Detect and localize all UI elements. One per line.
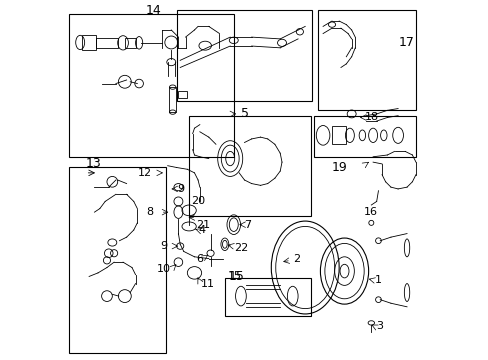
Bar bbox=[69, 14, 233, 157]
Text: 8: 8 bbox=[146, 207, 153, 217]
Text: 6: 6 bbox=[196, 253, 203, 264]
Text: 10: 10 bbox=[157, 264, 171, 274]
Bar bbox=[178, 91, 187, 98]
Text: 5: 5 bbox=[241, 107, 248, 120]
Bar bbox=[169, 87, 176, 112]
Text: 9: 9 bbox=[177, 184, 184, 194]
Text: 14: 14 bbox=[145, 4, 161, 17]
Text: 15: 15 bbox=[228, 270, 244, 283]
Text: 15: 15 bbox=[227, 271, 241, 282]
Text: 3: 3 bbox=[375, 321, 382, 332]
Text: 19: 19 bbox=[331, 161, 347, 174]
Bar bbox=[69, 167, 165, 353]
Bar bbox=[124, 38, 135, 48]
Bar bbox=[313, 116, 415, 157]
Text: 13: 13 bbox=[85, 157, 101, 170]
Text: 12: 12 bbox=[137, 168, 151, 178]
Bar bbox=[189, 116, 310, 216]
Text: 18: 18 bbox=[365, 112, 379, 122]
Text: 16: 16 bbox=[364, 207, 377, 217]
Bar bbox=[176, 10, 312, 102]
Text: 2: 2 bbox=[292, 254, 299, 264]
Text: 20: 20 bbox=[190, 197, 204, 206]
Text: 17: 17 bbox=[398, 36, 413, 49]
Text: 9: 9 bbox=[160, 241, 167, 251]
Bar bbox=[331, 126, 346, 144]
Bar bbox=[96, 38, 118, 48]
Text: 22: 22 bbox=[233, 243, 247, 253]
Text: 1: 1 bbox=[374, 275, 381, 285]
Text: 11: 11 bbox=[201, 279, 215, 289]
Bar bbox=[82, 35, 96, 50]
Bar bbox=[317, 10, 415, 111]
Text: 4: 4 bbox=[198, 225, 205, 235]
Bar bbox=[224, 278, 310, 316]
Text: 21: 21 bbox=[196, 220, 210, 230]
Text: 7: 7 bbox=[244, 220, 251, 230]
